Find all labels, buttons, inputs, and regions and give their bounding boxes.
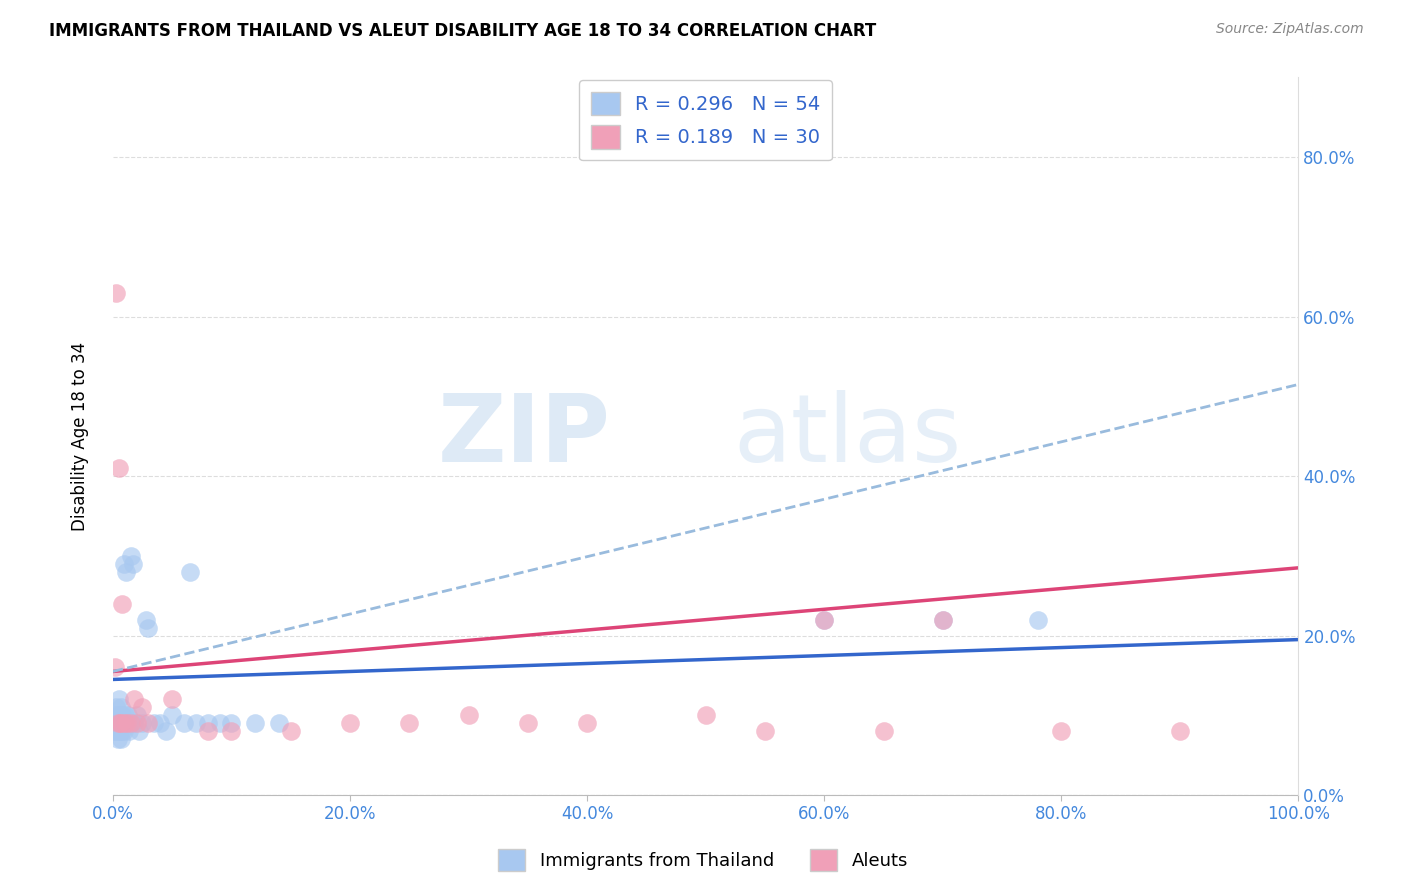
Point — [104, 660, 127, 674]
Point — [104, 708, 127, 723]
Point — [813, 613, 835, 627]
Point — [280, 724, 302, 739]
Point — [122, 557, 145, 571]
Point — [122, 692, 145, 706]
Point — [105, 724, 128, 739]
Y-axis label: Disability Age 18 to 34: Disability Age 18 to 34 — [72, 342, 89, 531]
Point — [1026, 613, 1049, 627]
Point — [103, 724, 125, 739]
Point — [115, 716, 138, 731]
Point — [339, 716, 361, 731]
Point — [872, 724, 894, 739]
Point — [576, 716, 599, 731]
Point — [107, 716, 129, 731]
Text: Source: ZipAtlas.com: Source: ZipAtlas.com — [1216, 22, 1364, 37]
Point — [110, 732, 132, 747]
Point — [111, 597, 134, 611]
Point — [143, 716, 166, 731]
Point — [221, 716, 243, 731]
Point — [110, 716, 132, 731]
Point — [122, 716, 145, 731]
Point — [104, 716, 127, 731]
Point — [120, 549, 142, 563]
Point — [107, 716, 129, 731]
Point — [243, 716, 266, 731]
Text: atlas: atlas — [734, 391, 962, 483]
Point — [754, 724, 776, 739]
Point — [1168, 724, 1191, 739]
Point — [107, 692, 129, 706]
Point — [197, 716, 219, 731]
Point — [128, 724, 150, 739]
Point — [115, 565, 138, 579]
Point — [108, 708, 131, 723]
Point — [115, 716, 138, 731]
Point — [197, 724, 219, 739]
Point — [108, 716, 131, 731]
Point — [121, 716, 143, 731]
Point — [267, 716, 290, 731]
Point — [131, 716, 153, 731]
Point — [131, 700, 153, 714]
Point — [155, 724, 177, 739]
Point — [107, 461, 129, 475]
Point — [107, 716, 129, 731]
Point — [1050, 724, 1073, 739]
Point — [135, 613, 157, 627]
Legend: Immigrants from Thailand, Aleuts: Immigrants from Thailand, Aleuts — [491, 842, 915, 879]
Point — [115, 716, 138, 731]
Point — [111, 724, 134, 739]
Point — [111, 708, 134, 723]
Point — [160, 692, 183, 706]
Point — [184, 716, 207, 731]
Point — [138, 716, 160, 731]
Point — [932, 613, 955, 627]
Point — [208, 716, 231, 731]
Text: ZIP: ZIP — [437, 391, 610, 483]
Point — [105, 285, 128, 300]
Legend: R = 0.296   N = 54, R = 0.189   N = 30: R = 0.296 N = 54, R = 0.189 N = 30 — [579, 80, 832, 161]
Point — [112, 724, 135, 739]
Point — [221, 724, 243, 739]
Point — [105, 716, 128, 731]
Point — [516, 716, 538, 731]
Point — [813, 613, 835, 627]
Point — [932, 613, 955, 627]
Point — [695, 708, 717, 723]
Point — [114, 716, 136, 731]
Point — [114, 708, 136, 723]
Point — [110, 716, 132, 731]
Point — [173, 716, 195, 731]
Point — [125, 716, 148, 731]
Point — [107, 708, 129, 723]
Text: IMMIGRANTS FROM THAILAND VS ALEUT DISABILITY AGE 18 TO 34 CORRELATION CHART: IMMIGRANTS FROM THAILAND VS ALEUT DISABI… — [49, 22, 876, 40]
Point — [125, 708, 148, 723]
Point — [120, 716, 142, 731]
Point — [118, 724, 141, 739]
Point — [107, 732, 129, 747]
Point — [112, 557, 135, 571]
Point — [114, 716, 136, 731]
Point — [117, 708, 139, 723]
Point — [160, 708, 183, 723]
Point — [108, 724, 131, 739]
Point — [179, 565, 201, 579]
Point — [108, 716, 131, 731]
Point — [138, 621, 160, 635]
Point — [107, 724, 129, 739]
Point — [149, 716, 172, 731]
Point — [105, 700, 128, 714]
Point — [457, 708, 479, 723]
Point — [110, 700, 132, 714]
Point — [111, 716, 134, 731]
Point — [398, 716, 420, 731]
